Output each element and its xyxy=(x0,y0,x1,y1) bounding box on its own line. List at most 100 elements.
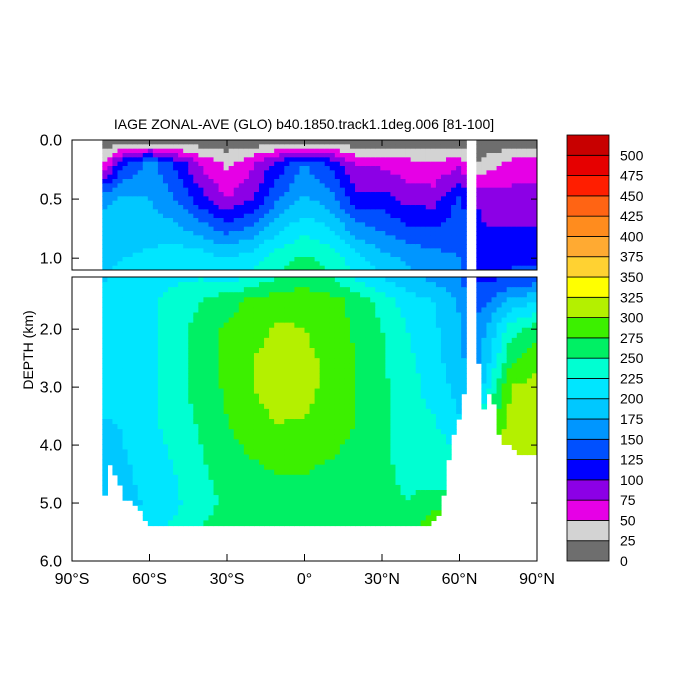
age-cell-upper xyxy=(334,226,341,232)
age-cell-upper xyxy=(223,140,230,145)
age-cell-upper xyxy=(248,170,255,176)
age-cell-upper xyxy=(238,257,245,262)
age-cell-upper xyxy=(430,200,437,206)
age-cell-lower xyxy=(142,368,149,374)
age-cell-upper xyxy=(183,157,189,163)
age-cell-upper xyxy=(456,161,462,167)
age-cell-upper xyxy=(365,179,371,184)
age-cell-upper xyxy=(132,252,139,258)
age-cell-upper xyxy=(486,213,493,219)
age-cell-upper xyxy=(213,153,220,158)
age-cell-lower xyxy=(132,373,139,380)
age-cell-upper xyxy=(405,179,412,184)
age-cell-lower xyxy=(173,393,179,400)
age-cell-upper xyxy=(360,244,366,249)
age-cell-upper xyxy=(400,196,407,202)
age-cell-upper xyxy=(188,166,194,171)
age-cell-upper xyxy=(183,248,189,254)
age-cell-upper xyxy=(339,231,346,236)
age-cell-upper xyxy=(521,192,528,197)
age-cell-upper xyxy=(319,179,326,184)
age-cell-lower xyxy=(223,342,230,349)
age-cell-upper xyxy=(355,200,361,206)
age-cell-lower xyxy=(188,444,194,451)
age-cell-lower xyxy=(218,342,225,349)
age-cell-upper xyxy=(213,244,220,249)
age-cell-lower xyxy=(355,353,361,359)
age-cell-upper xyxy=(521,265,528,270)
age-cell-lower xyxy=(132,322,139,329)
age-cell-upper xyxy=(319,248,326,254)
age-cell-upper xyxy=(440,248,447,254)
age-cell-lower xyxy=(324,287,331,293)
age-cell-lower xyxy=(319,490,326,496)
age-cell-lower xyxy=(253,459,260,466)
age-cell-upper xyxy=(531,179,537,184)
age-cell-upper xyxy=(264,209,270,215)
age-cell-lower xyxy=(299,413,306,420)
age-cell-upper xyxy=(390,222,397,228)
age-cell-lower xyxy=(168,373,174,380)
age-cell-upper xyxy=(243,187,250,193)
age-cell-lower xyxy=(334,424,341,430)
age-cell-upper xyxy=(289,257,295,262)
age-cell-lower xyxy=(127,484,134,491)
age-cell-lower xyxy=(264,408,270,415)
age-cell-upper xyxy=(238,174,245,180)
age-cell-lower xyxy=(223,510,230,516)
age-cell-lower xyxy=(132,302,139,309)
age-cell-upper xyxy=(430,265,437,270)
age-cell-lower xyxy=(168,277,174,283)
age-cell-lower xyxy=(193,439,199,445)
age-cell-lower xyxy=(299,312,306,319)
age-cell-upper xyxy=(339,157,346,163)
age-cell-upper xyxy=(259,222,265,228)
age-cell-upper xyxy=(117,244,124,249)
age-cell-lower xyxy=(188,383,194,390)
age-cell-lower xyxy=(324,322,331,329)
age-cell-lower xyxy=(193,419,199,425)
age-cell-lower xyxy=(117,358,124,364)
age-cell-upper xyxy=(253,257,260,262)
age-cell-upper xyxy=(440,244,447,249)
age-cell-upper xyxy=(178,244,184,249)
age-cell-upper xyxy=(319,157,326,163)
age-cell-lower xyxy=(233,490,240,496)
age-cell-lower xyxy=(279,434,285,440)
age-cell-upper xyxy=(435,205,442,210)
age-cell-lower xyxy=(309,474,316,481)
age-cell-lower xyxy=(349,363,356,369)
age-cell-upper xyxy=(122,239,129,245)
age-cell-lower xyxy=(269,398,275,405)
age-cell-lower xyxy=(344,277,351,283)
age-cell-lower xyxy=(228,398,235,405)
age-cell-upper xyxy=(339,248,346,254)
age-cell-upper xyxy=(380,192,386,197)
age-cell-upper xyxy=(117,248,124,254)
age-cell-lower xyxy=(147,520,154,527)
age-cell-upper xyxy=(491,257,498,262)
age-cell-upper xyxy=(349,235,356,241)
age-cell-upper xyxy=(228,144,235,150)
age-cell-upper xyxy=(309,200,316,206)
age-cell-upper xyxy=(117,161,124,167)
age-cell-upper xyxy=(385,213,392,219)
age-cell-lower xyxy=(178,515,184,522)
age-cell-lower xyxy=(218,398,225,405)
age-cell-upper xyxy=(380,261,386,267)
age-cell-upper xyxy=(107,140,114,145)
age-cell-lower xyxy=(289,353,295,359)
age-cell-lower xyxy=(188,484,194,491)
age-cell-lower xyxy=(339,363,346,369)
age-cell-lower xyxy=(294,439,301,445)
age-cell-upper xyxy=(259,209,265,215)
age-cell-lower xyxy=(344,322,351,329)
age-cell-lower xyxy=(289,383,295,390)
age-cell-upper xyxy=(476,196,482,202)
age-cell-upper xyxy=(395,196,402,202)
age-cell-lower xyxy=(319,459,326,466)
age-cell-lower xyxy=(193,322,199,329)
age-cell-lower xyxy=(304,454,311,461)
age-cell-upper xyxy=(299,144,306,150)
age-cell-lower xyxy=(264,373,270,380)
